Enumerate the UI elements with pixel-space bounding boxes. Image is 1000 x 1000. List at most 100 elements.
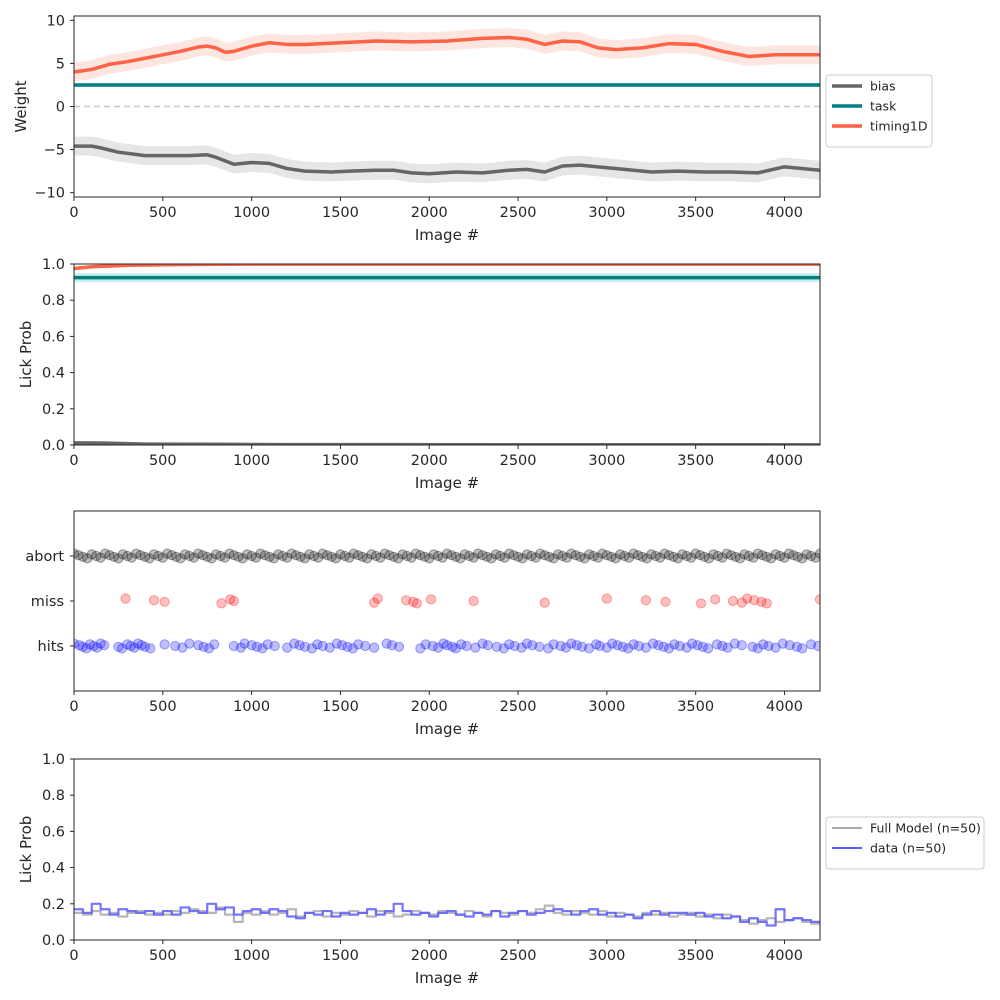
point-abort [561,552,572,563]
point-abort [366,549,377,560]
point-abort [361,553,373,564]
point-abort [703,553,715,564]
point-abort [606,551,617,562]
point-hits [184,638,195,649]
point-hits [427,640,438,652]
point-hits [498,643,509,654]
legend: Full Model (n=50) data (n=50) [825,816,985,870]
point-abort [353,550,364,561]
point-hits [447,641,458,652]
point-abort [277,550,288,562]
point-hits [139,641,151,652]
point-hits [692,640,703,651]
point-abort [326,551,337,562]
y-tick-label: 1.0 [42,752,65,768]
point-abort [783,548,795,559]
point-hits [116,643,128,654]
point-hits [312,639,323,650]
point-abort [210,549,222,560]
point-miss [539,597,550,608]
x-tick-label: 4000 [766,453,803,469]
point-abort [570,550,581,561]
point-abort [655,552,666,563]
panel-3: 0 500 1000 1500 2000 2500 3000 3500 4000 Image # h… [25,510,821,738]
point-abort [228,550,239,561]
point-hits [438,638,449,649]
point-abort [686,552,697,563]
point-hits [317,640,328,652]
point-abort [459,549,470,560]
point-abort [415,550,426,561]
point-abort [535,548,546,559]
point-abort [162,548,173,559]
point-hits [628,639,639,650]
series-line-bias [74,144,820,176]
point-hits [747,641,758,652]
point-abort [282,552,293,563]
y-tick-label: 0.0 [42,933,65,949]
y-tick-label: 0.2 [42,402,65,418]
point-abort [766,553,777,564]
point-abort [695,550,706,561]
point-abort [530,552,541,563]
x-tick-label: 4000 [766,948,803,964]
point-abort [299,553,311,564]
point-hits [289,638,300,649]
x-tick-label: 0 [69,699,78,715]
point-hits [576,641,588,652]
point-abort [508,550,519,561]
y-axis-label: Weight [12,80,30,132]
point-hits [251,641,263,652]
point-abort [437,552,448,563]
point-abort [433,550,444,562]
point-abort [708,549,719,560]
x-tick-label: 3500 [677,205,714,221]
point-abort [144,553,155,564]
point-hits [393,641,405,652]
y-axis-label: Lick Prob [17,816,35,884]
point-abort [219,552,231,563]
point-abort [330,553,342,564]
x-tick-label: 500 [149,948,177,964]
point-abort [139,551,151,562]
x-tick-label: 2500 [500,699,537,715]
point-abort [699,551,710,562]
legend-box [825,74,933,148]
x-tick-label: 500 [149,699,177,715]
point-abort [410,548,422,559]
point-abort [490,549,501,560]
point-abort [344,552,355,563]
axes-frame [73,510,821,692]
panel-1: 0 500 1000 1500 2000 2500 3000 3500 4000 Image # −… [12,13,933,244]
point-abort [317,548,328,559]
point-hits [763,640,774,652]
point-miss [411,598,422,609]
point-abort [313,552,324,563]
point-hits [752,643,763,654]
point-miss [225,594,236,605]
y-tick-label: 0 [56,100,65,116]
point-abort [757,550,768,561]
point-hits [74,640,85,651]
point-abort [752,548,763,559]
point-hits [246,640,257,651]
x-tick-label: 1000 [233,948,270,964]
x-axis-label: Image # [415,720,479,738]
point-abort [255,548,266,559]
point-abort [810,552,820,563]
point-hits [516,642,527,653]
point-miss [216,598,227,609]
point-abort [806,550,817,562]
point-abort [628,548,639,559]
point-abort [792,551,803,562]
point-abort [552,549,564,560]
point-hits [491,641,502,652]
point-abort [690,548,701,559]
point-abort [259,550,271,561]
x-tick-label: 1000 [233,205,270,221]
point-hits [797,643,808,654]
point-miss [640,595,652,606]
point-abort [801,549,812,560]
point-abort [597,548,608,559]
point-hits [681,642,692,653]
